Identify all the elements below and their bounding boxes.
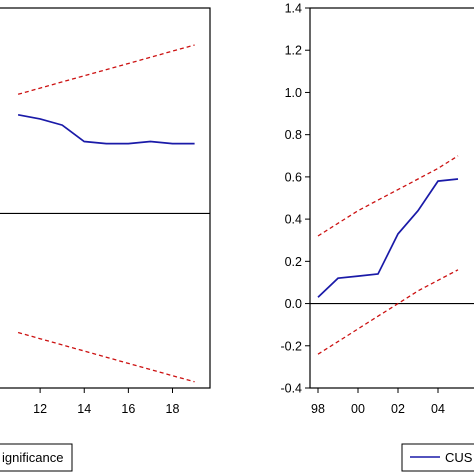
right-y-tick-label: -0.4 xyxy=(280,382,302,396)
right-chart-panel: 98 00 02 04 -0.4 -0.2 0.0 0.2 0.4 0.6 0.8 1.0 1.2 1.4 xyxy=(280,2,474,416)
left-x-tick-label: 18 xyxy=(166,402,180,416)
left-chart-panel: 12 14 16 18 xyxy=(0,7,211,416)
left-legend-box xyxy=(0,443,73,472)
left-lower-bound-line xyxy=(17,331,195,383)
left-x-tick-label: 14 xyxy=(77,402,91,416)
left-x-tick-label: 16 xyxy=(121,402,135,416)
right-x-tick-label: 04 xyxy=(431,402,445,416)
right-legend-label: CUS xyxy=(445,450,473,465)
right-plot-frame xyxy=(309,7,474,389)
left-x-tick-label: 12 xyxy=(33,402,47,416)
right-y-tick-label: -0.2 xyxy=(280,339,302,353)
left-upper-bound-line xyxy=(17,44,195,95)
right-x-tick-label: 02 xyxy=(391,402,405,416)
right-legend: CUS xyxy=(401,443,474,472)
right-y-tick-label: 0.6 xyxy=(285,170,302,184)
right-x-tick-label: 98 xyxy=(311,402,325,416)
left-cusum-line xyxy=(17,113,195,145)
right-y-tick-label: 1.4 xyxy=(285,2,302,16)
right-upper-bound-line xyxy=(317,155,459,237)
right-cusum-line xyxy=(317,178,459,298)
right-y-tick-label: 0.0 xyxy=(285,297,302,311)
right-y-tick-label: 1.2 xyxy=(285,44,302,58)
right-y-tick-label: 0.2 xyxy=(285,255,302,269)
right-y-tick-label: 1.0 xyxy=(285,86,302,100)
left-plot-frame xyxy=(0,7,211,389)
right-y-tick-label: 0.4 xyxy=(285,213,302,227)
right-y-tick-label: 0.8 xyxy=(285,128,302,142)
right-x-tick-label: 00 xyxy=(351,402,365,416)
left-legend: ignificance xyxy=(0,443,73,472)
left-legend-label: ignificance xyxy=(2,450,63,465)
